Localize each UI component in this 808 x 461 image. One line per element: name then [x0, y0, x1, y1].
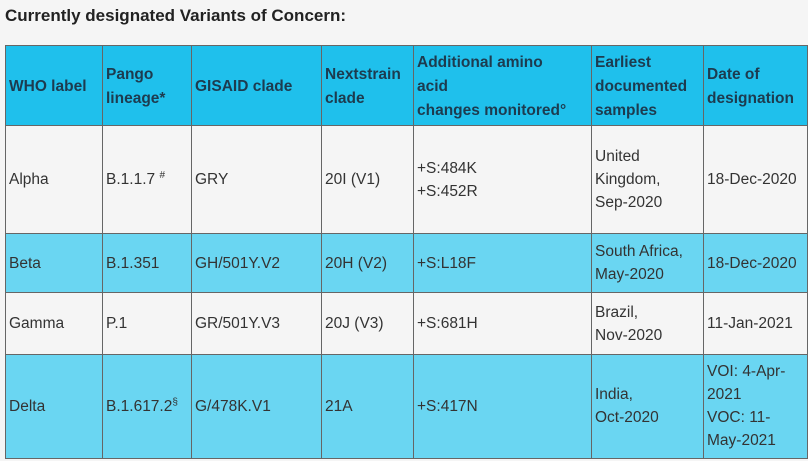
table-row: Alpha B.1.1.7 # GRY 20I (V1) +S:484K +S:4…: [5, 124, 808, 235]
col-date-designation: Date of designation: [703, 45, 808, 126]
cell-gisaid-clade: GH/501Y.V2: [191, 233, 322, 294]
cell-date-designation: VOI: 4-Apr- 2021 VOC: 11- May-2021: [703, 353, 808, 460]
cell-amino-changes: +S:L18F: [413, 233, 592, 294]
cell-amino-changes: +S:681H: [413, 292, 592, 355]
variants-table: WHO label Pango lineage* GISAID clade Nex…: [5, 45, 808, 460]
col-earliest-samples: Earliest documented samples: [591, 45, 704, 126]
table-row: Beta B.1.351 GH/501Y.V2 20H (V2) +S:L18F…: [5, 233, 808, 294]
col-nextstrain-clade: Nextstrain clade: [321, 45, 414, 126]
col-pango-lineage: Pango lineage*: [102, 45, 192, 126]
col-additional-changes: Additional amino acid changes monitored°: [413, 45, 592, 126]
cell-pango-lineage: P.1: [102, 292, 192, 355]
table-row: Delta B.1.617.2§ G/478K.V1 21A +S:417N I…: [5, 353, 808, 460]
cell-who-label: Gamma: [5, 292, 103, 355]
cell-nextstrain-clade: 20H (V2): [321, 233, 414, 294]
cell-earliest-samples: Brazil, Nov-2020: [591, 292, 704, 355]
table-row: Gamma P.1 GR/501Y.V3 20J (V3) +S:681H Br…: [5, 292, 808, 355]
cell-nextstrain-clade: 20J (V3): [321, 292, 414, 355]
cell-earliest-samples: India, Oct-2020: [591, 353, 704, 460]
cell-nextstrain-clade: 21A: [321, 353, 414, 460]
cell-who-label: Beta: [5, 233, 103, 294]
cell-gisaid-clade: GR/501Y.V3: [191, 292, 322, 355]
cell-amino-changes: +S:484K +S:452R: [413, 124, 592, 235]
cell-amino-changes: +S:417N: [413, 353, 592, 460]
cell-pango-lineage: B.1.351: [102, 233, 192, 294]
col-gisaid-clade: GISAID clade: [191, 45, 322, 126]
footnote-mark: #: [159, 170, 165, 181]
col-who-label: WHO label: [5, 45, 103, 126]
cell-earliest-samples: United Kingdom, Sep-2020: [591, 124, 704, 235]
footnote-mark: §: [172, 396, 178, 408]
cell-pango-lineage: B.1.617.2§: [102, 353, 192, 460]
cell-who-label: Delta: [5, 353, 103, 460]
cell-pango-lineage: B.1.1.7 #: [102, 124, 192, 235]
cell-who-label: Alpha: [5, 124, 103, 235]
cell-nextstrain-clade: 20I (V1): [321, 124, 414, 235]
cell-date-designation: 18-Dec-2020: [703, 124, 808, 235]
cell-date-designation: 18-Dec-2020: [703, 233, 808, 294]
cell-gisaid-clade: GRY: [191, 124, 322, 235]
header-row: WHO label Pango lineage* GISAID clade Nex…: [5, 45, 808, 126]
cell-date-designation: 11-Jan-2021: [703, 292, 808, 355]
cell-earliest-samples: South Africa, May-2020: [591, 233, 704, 294]
cell-gisaid-clade: G/478K.V1: [191, 353, 322, 460]
page-heading: Currently designated Variants of Concern…: [5, 6, 347, 25]
